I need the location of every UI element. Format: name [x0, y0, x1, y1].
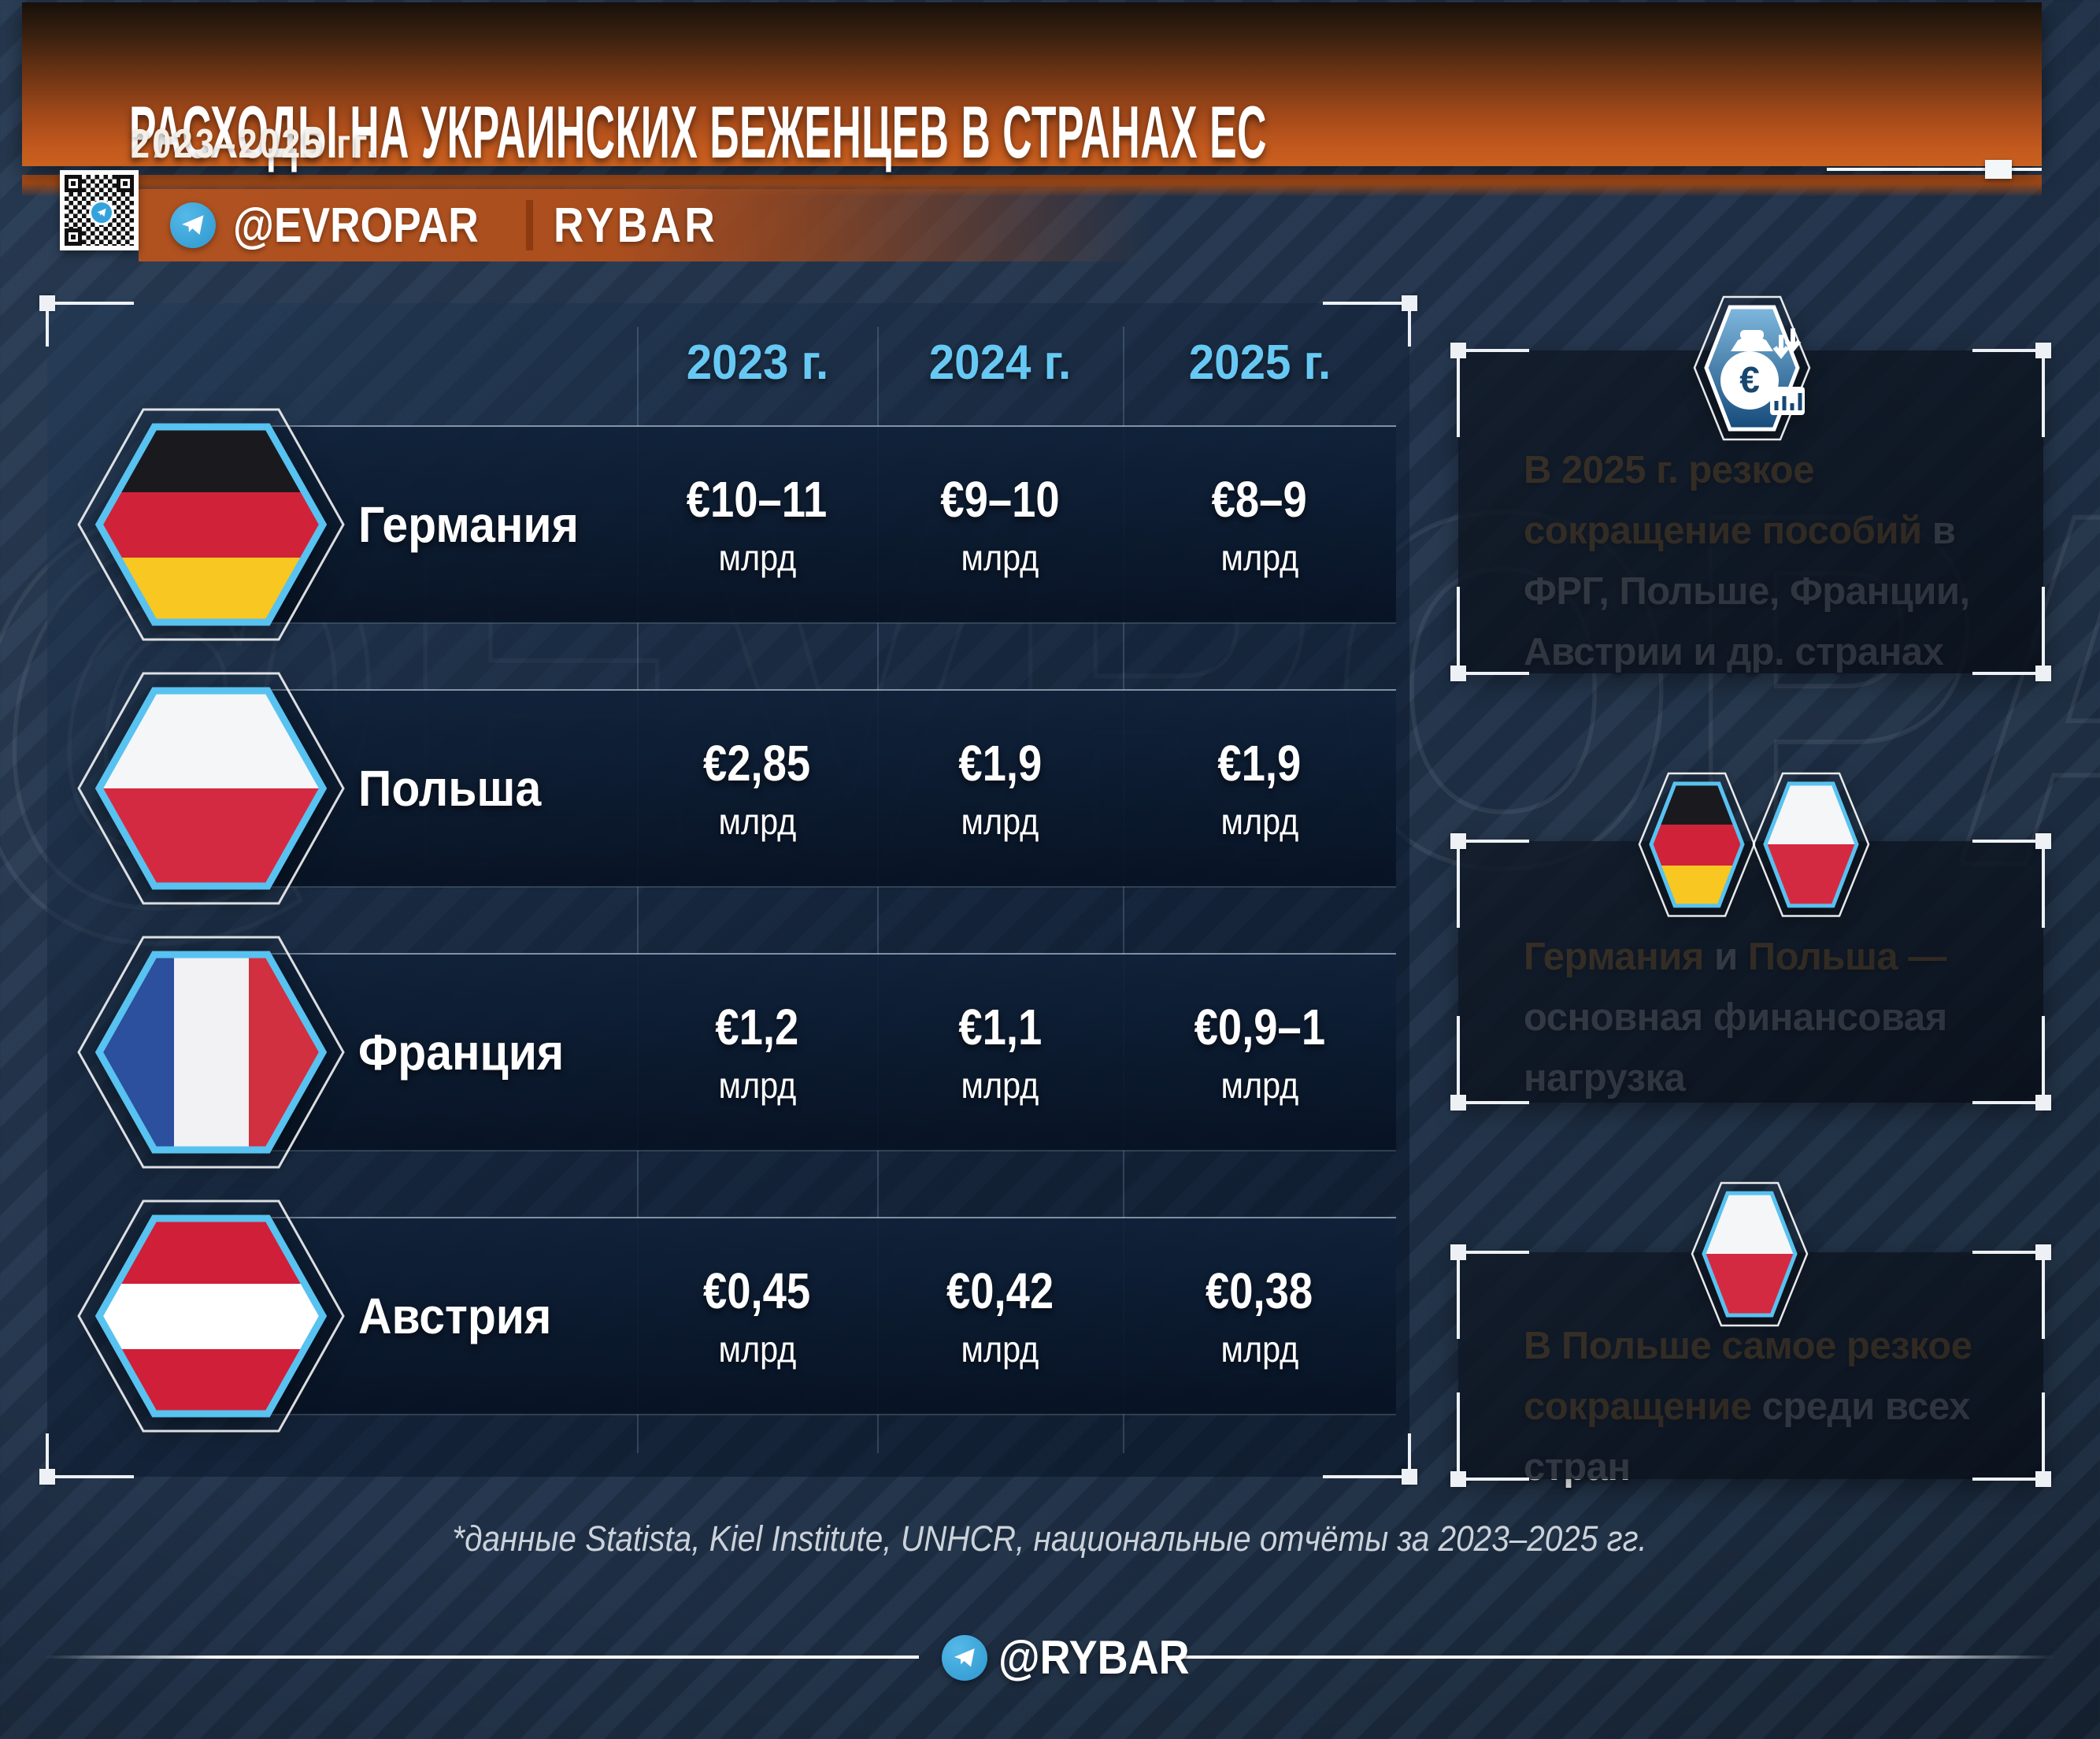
- svg-text:€: €: [1739, 359, 1760, 400]
- corner-bracket: [1972, 343, 2051, 437]
- column-header-2023: 2023 г.: [686, 335, 828, 390]
- table-row: [197, 425, 1396, 624]
- value-cell: €10–11 млрд: [637, 426, 877, 623]
- corner-bracket: [39, 1433, 134, 1485]
- value-unit: млрд: [1220, 1065, 1298, 1106]
- qr-code: [60, 170, 139, 250]
- channel-banner: @EVROPAR RYBAR: [139, 189, 1194, 261]
- country-label-poland: Польша: [358, 760, 542, 817]
- column-separator: [877, 327, 879, 1453]
- flag-germany-small-icon: [1638, 772, 1756, 918]
- channel-handle: @EVROPAR: [233, 198, 479, 253]
- value-unit: млрд: [718, 537, 796, 578]
- qr-finder-icon: [65, 228, 82, 246]
- column-header-2025: 2025 г.: [1188, 335, 1331, 390]
- value-unit: млрд: [1220, 801, 1298, 842]
- corner-bracket: [1450, 833, 1529, 928]
- page-subtitle: 2023–2025 гг.: [131, 121, 379, 167]
- value-amount: €2,85: [703, 735, 811, 792]
- corner-bracket: [1323, 295, 1417, 347]
- spending-table-card: 2023 г. 2024 г. 2025 г. Германия Польша …: [39, 295, 1417, 1485]
- corner-bracket: [39, 295, 134, 347]
- column-separator: [1123, 327, 1124, 1453]
- value-amount: €0,9–1: [1194, 999, 1325, 1055]
- value-unit: млрд: [961, 537, 1039, 578]
- money-bag-decline-icon: €: [1693, 295, 1811, 441]
- page-title: РАСХОДЫ НА УКРАИНСКИХ БЕЖЕНЦЕВ В СТРАНАХ…: [129, 90, 1267, 173]
- value-unit: млрд: [718, 1329, 796, 1370]
- value-cell: €0,9–1 млрд: [1123, 954, 1396, 1151]
- corner-bracket: [1972, 1016, 2051, 1111]
- value-unit: млрд: [1220, 1329, 1298, 1370]
- column-separator: [637, 327, 639, 1453]
- value-unit: млрд: [1220, 537, 1298, 578]
- country-label-germany: Германия: [358, 496, 579, 553]
- footer-line: [43, 1656, 919, 1659]
- value-amount: €1,9: [958, 735, 1042, 792]
- source-footnote: *данные Statista, Kiel Institute, UNHCR,…: [452, 1518, 1648, 1559]
- decor-slider-line: [1827, 168, 2042, 171]
- banner-divider: [526, 200, 534, 250]
- footer-line: [1172, 1656, 2055, 1659]
- corner-bracket: [1972, 587, 2051, 681]
- country-label-france: Франция: [358, 1024, 565, 1081]
- country-label-austria: Австрия: [358, 1288, 552, 1344]
- qr-pattern: [65, 175, 134, 246]
- corner-bracket: [1450, 587, 1529, 681]
- table-row: [197, 1217, 1396, 1415]
- qr-finder-icon: [65, 175, 82, 192]
- telegram-icon: [170, 202, 216, 248]
- value-unit: млрд: [961, 1065, 1039, 1106]
- corner-bracket: [1450, 343, 1529, 437]
- callout-main-burden: [1450, 833, 2051, 1111]
- value-unit: млрд: [718, 1065, 796, 1106]
- corner-bracket: [1972, 833, 2051, 928]
- decor-slider-knob: [1985, 160, 2012, 179]
- qr-finder-icon: [117, 175, 134, 192]
- value-cell: €0,42 млрд: [877, 1218, 1123, 1415]
- table-row: [197, 689, 1396, 888]
- value-amount: €8–9: [1211, 471, 1308, 528]
- value-cell: €1,2 млрд: [637, 954, 877, 1151]
- flag-poland-small-icon: [1752, 772, 1870, 918]
- value-amount: €1,1: [958, 999, 1042, 1055]
- corner-bracket: [1450, 1392, 1529, 1487]
- value-cell: €8–9 млрд: [1123, 426, 1396, 623]
- value-amount: €0,42: [946, 1263, 1054, 1319]
- corner-bracket: [1450, 1244, 1529, 1339]
- telegram-icon: [89, 200, 114, 225]
- value-cell: €1,9 млрд: [1123, 690, 1396, 887]
- value-amount: €1,9: [1217, 735, 1302, 792]
- value-amount: €9–10: [940, 471, 1060, 528]
- value-cell: €1,1 млрд: [877, 954, 1123, 1151]
- table-row: [197, 953, 1396, 1151]
- value-cell: €0,38 млрд: [1123, 1218, 1396, 1415]
- brand-label: RYBAR: [554, 198, 719, 253]
- flag-poland-small-icon: [1691, 1181, 1809, 1327]
- value-cell: €2,85 млрд: [637, 690, 877, 887]
- telegram-icon: [942, 1635, 987, 1681]
- flag-france-icon: [77, 936, 345, 1169]
- value-cell: €0,45 млрд: [637, 1218, 877, 1415]
- footer-channel-handle: @RYBAR: [998, 1631, 1190, 1684]
- header: РАСХОДЫ НА УКРАИНСКИХ БЕЖЕНЦЕВ В СТРАНАХ…: [22, 2, 2042, 173]
- value-amount: €0,38: [1206, 1263, 1313, 1319]
- flag-germany-icon: [77, 408, 345, 641]
- flag-austria-icon: [77, 1200, 345, 1433]
- value-unit: млрд: [718, 801, 796, 842]
- column-header-2024: 2024 г.: [928, 335, 1072, 390]
- value-unit: млрд: [961, 801, 1039, 842]
- corner-bracket: [1450, 1016, 1529, 1111]
- corner-bracket: [1323, 1433, 1417, 1485]
- value-cell: €9–10 млрд: [877, 426, 1123, 623]
- value-amount: €0,45: [703, 1263, 811, 1319]
- value-amount: €1,2: [715, 999, 799, 1055]
- value-unit: млрд: [961, 1329, 1039, 1370]
- corner-bracket: [1972, 1244, 2051, 1339]
- corner-bracket: [1972, 1392, 2051, 1487]
- value-cell: €1,9 млрд: [877, 690, 1123, 887]
- flag-poland-icon: [77, 672, 345, 905]
- value-amount: €10–11: [687, 471, 828, 528]
